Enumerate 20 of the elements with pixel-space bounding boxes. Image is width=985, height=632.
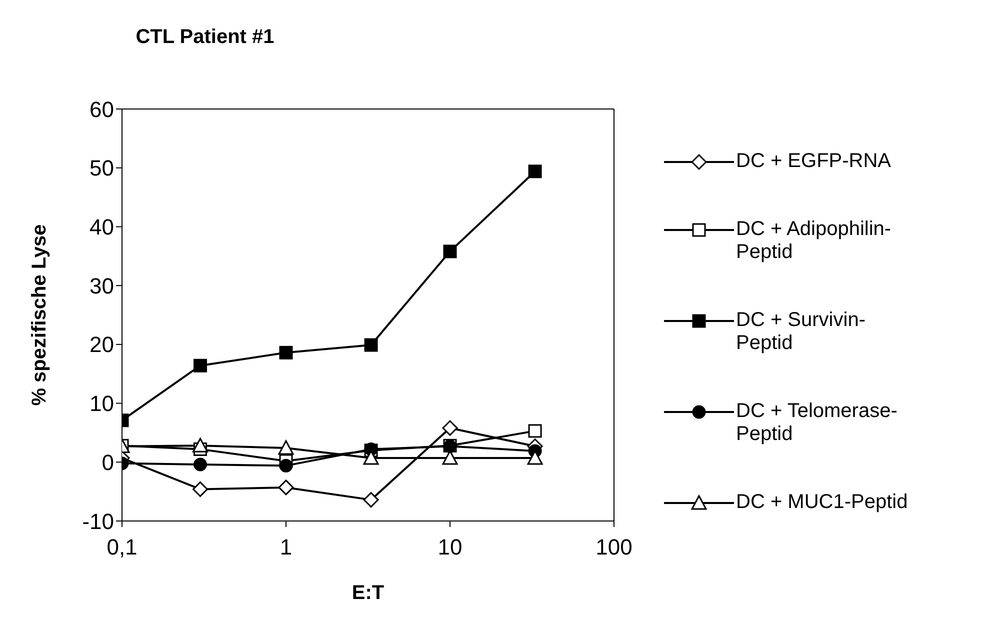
legend-label: DC + Survivin-Peptid xyxy=(736,309,866,355)
legend-label: DC + Telomerase-Peptid xyxy=(736,400,898,446)
y-axis-title: % spezifische Lyse xyxy=(28,224,52,406)
x-tick-label: 1 xyxy=(280,534,292,560)
y-tick-label: 10 xyxy=(90,391,114,416)
legend-label: DC + EGFP-RNA xyxy=(736,150,892,173)
legend-label: DC + MUC1-Peptid xyxy=(736,491,909,514)
chart-title: CTL Patient #1 xyxy=(134,26,276,49)
y-tick-label: 40 xyxy=(90,214,114,240)
y-tick-label: 20 xyxy=(90,332,114,358)
y-tick-label: 60 xyxy=(90,96,114,122)
x-tick-label: 0,1 xyxy=(106,534,138,560)
legend-label: DC + Adipophilin-Peptid xyxy=(736,218,892,264)
x-tick-label: 10 xyxy=(438,534,462,560)
x-tick-label: 100 xyxy=(596,534,632,560)
y-tick-label: -10 xyxy=(82,508,114,534)
y-tick-label: 50 xyxy=(90,156,114,181)
x-axis-title: E:T xyxy=(352,582,384,605)
y-tick-label: 0 xyxy=(102,450,114,475)
y-tick-label: 30 xyxy=(90,273,114,298)
